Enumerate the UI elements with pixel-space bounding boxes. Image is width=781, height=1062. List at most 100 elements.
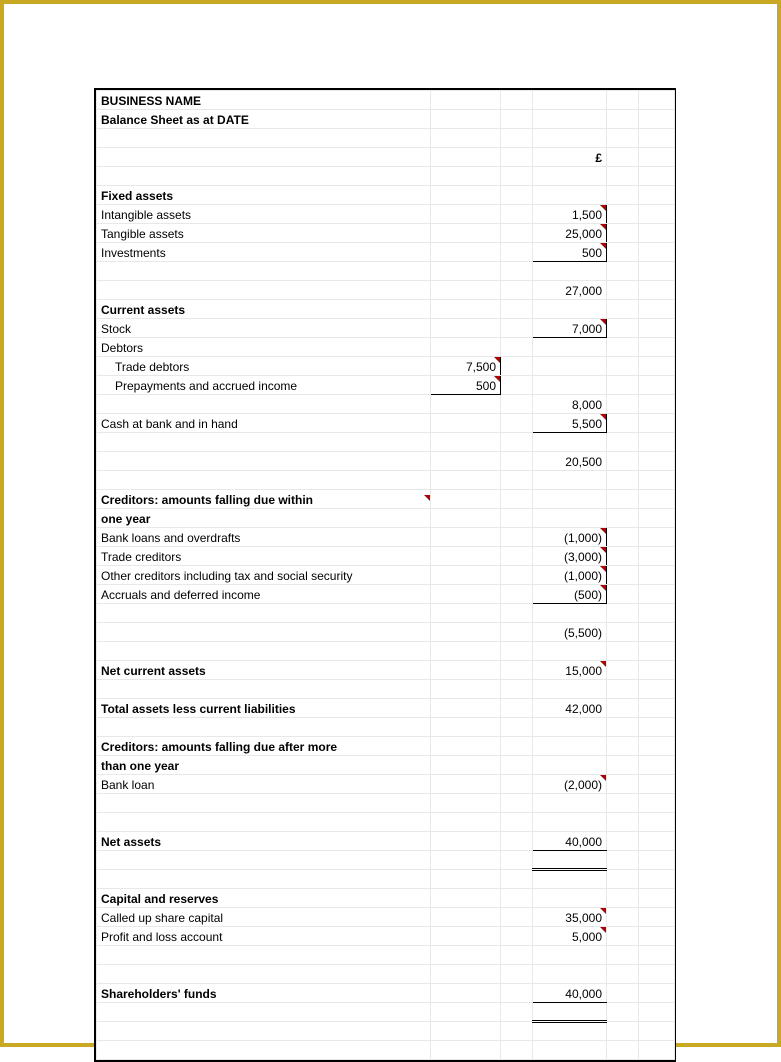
table-row xyxy=(97,129,675,148)
table-row: Profit and loss account 5,000 xyxy=(97,927,675,946)
section-current-assets: Current assets xyxy=(97,300,431,319)
table-row: Capital and reserves xyxy=(97,889,675,908)
table-row xyxy=(97,167,675,186)
table-row: Bank loan (2,000) xyxy=(97,775,675,794)
table-row: Total assets less current liabilities42,… xyxy=(97,699,675,718)
table-row: Tangible assets 25,000 xyxy=(97,224,675,243)
value-cell: 15,000 xyxy=(533,661,607,680)
table-row: 27,000 xyxy=(97,281,675,300)
subtotal-cell: 20,500 xyxy=(533,452,607,471)
row-label: Intangible assets xyxy=(97,205,431,224)
row-label: Tangible assets xyxy=(97,224,431,243)
table-row: Current assets xyxy=(97,300,675,319)
row-label: Trade creditors xyxy=(97,547,431,566)
table-row: BUSINESS NAME xyxy=(97,91,675,110)
table-row xyxy=(97,604,675,623)
subtotal-cell: 8,000 xyxy=(533,395,607,414)
row-label: Debtors xyxy=(97,338,431,357)
balance-sheet-box: BUSINESS NAME Balance Sheet as at DATE £… xyxy=(94,88,676,1062)
row-label: Trade debtors xyxy=(97,357,431,376)
table-row: Prepayments and accrued income500 xyxy=(97,376,675,395)
business-name: BUSINESS NAME xyxy=(97,91,431,110)
table-row: 20,500 xyxy=(97,452,675,471)
row-label: Stock xyxy=(97,319,431,338)
row-label: Investments xyxy=(97,243,431,262)
row-label: Accruals and deferred income xyxy=(97,585,431,604)
table-row: Intangible assets 1,500 xyxy=(97,205,675,224)
section-creditors-gt1y-l1: Creditors: amounts falling due after mor… xyxy=(97,737,431,756)
table-row xyxy=(97,794,675,813)
table-row: Shareholders' funds 40,000 xyxy=(97,984,675,1003)
table-row: (5,500) xyxy=(97,623,675,642)
table-row xyxy=(97,262,675,281)
value-cell: (1,000) xyxy=(533,566,607,585)
table-row: Creditors: amounts falling due within xyxy=(97,490,675,509)
value-cell: 25,000 xyxy=(533,224,607,243)
value-cell: 500 xyxy=(431,376,501,395)
row-net-current-assets: Net current assets xyxy=(97,661,431,680)
value-cell: 1,500 xyxy=(533,205,607,224)
table-row: Stock7,000 xyxy=(97,319,675,338)
table-row: Investments 500 xyxy=(97,243,675,262)
row-label: Other creditors including tax and social… xyxy=(97,566,431,585)
row-label: Prepayments and accrued income xyxy=(97,376,431,395)
table-row xyxy=(97,433,675,452)
table-row: Bank loans and overdrafts (1,000) xyxy=(97,528,675,547)
table-row xyxy=(97,1003,675,1022)
table-row xyxy=(97,851,675,870)
subtotal-cell: (5,500) xyxy=(533,623,607,642)
value-cell: 5,000 xyxy=(533,927,607,946)
row-label: Bank loan xyxy=(97,775,431,794)
balance-sheet-table: BUSINESS NAME Balance Sheet as at DATE £… xyxy=(96,90,675,1060)
value-cell: (2,000) xyxy=(533,775,607,794)
table-row: Cash at bank and in hand 5,500 xyxy=(97,414,675,433)
page: BUSINESS NAME Balance Sheet as at DATE £… xyxy=(60,56,721,991)
value-cell: 42,000 xyxy=(533,699,607,718)
table-row xyxy=(97,1041,675,1060)
row-shareholders-funds: Shareholders' funds xyxy=(97,984,431,1003)
row-net-assets: Net assets xyxy=(97,832,431,851)
table-row: Fixed assets xyxy=(97,186,675,205)
currency-header: £ xyxy=(533,148,607,167)
row-label: Called up share capital xyxy=(97,908,431,927)
row-label: Cash at bank and in hand xyxy=(97,414,431,433)
value-cell: 500 xyxy=(533,243,607,262)
section-creditors-1y-l2: one year xyxy=(97,509,431,528)
value-cell: 40,000 xyxy=(533,832,607,851)
value-cell: (1,000) xyxy=(533,528,607,547)
subtitle: Balance Sheet as at DATE xyxy=(97,110,431,129)
subtotal-cell: 27,000 xyxy=(533,281,607,300)
section-capital-reserves: Capital and reserves xyxy=(97,889,431,908)
row-label: Bank loans and overdrafts xyxy=(97,528,431,547)
value-cell: (500) xyxy=(533,585,607,604)
table-row xyxy=(97,946,675,965)
table-row xyxy=(97,718,675,737)
section-creditors-1y-l1: Creditors: amounts falling due within xyxy=(97,490,431,509)
table-row: Called up share capital 35,000 xyxy=(97,908,675,927)
row-label: Profit and loss account xyxy=(97,927,431,946)
template-frame: BUSINESS NAME Balance Sheet as at DATE £… xyxy=(0,0,781,1047)
value-cell: 35,000 xyxy=(533,908,607,927)
table-row: Other creditors including tax and social… xyxy=(97,566,675,585)
table-row: Net assets 40,000 xyxy=(97,832,675,851)
table-row: Trade creditors (3,000) xyxy=(97,547,675,566)
table-row: Accruals and deferred income (500) xyxy=(97,585,675,604)
table-row: Creditors: amounts falling due after mor… xyxy=(97,737,675,756)
table-row: one year xyxy=(97,509,675,528)
section-fixed-assets: Fixed assets xyxy=(97,186,431,205)
value-cell: 7,500 xyxy=(431,357,501,376)
table-row xyxy=(97,680,675,699)
table-row: Balance Sheet as at DATE xyxy=(97,110,675,129)
table-row: Debtors xyxy=(97,338,675,357)
table-row: Net current assets 15,000 xyxy=(97,661,675,680)
value-cell: (3,000) xyxy=(533,547,607,566)
table-row: Trade debtors7,500 xyxy=(97,357,675,376)
value-cell: 5,500 xyxy=(533,414,607,433)
table-row: 8,000 xyxy=(97,395,675,414)
table-row xyxy=(97,870,675,889)
table-row: £ xyxy=(97,148,675,167)
table-row xyxy=(97,642,675,661)
table-row xyxy=(97,1022,675,1041)
value-cell: 40,000 xyxy=(533,984,607,1003)
table-row xyxy=(97,471,675,490)
